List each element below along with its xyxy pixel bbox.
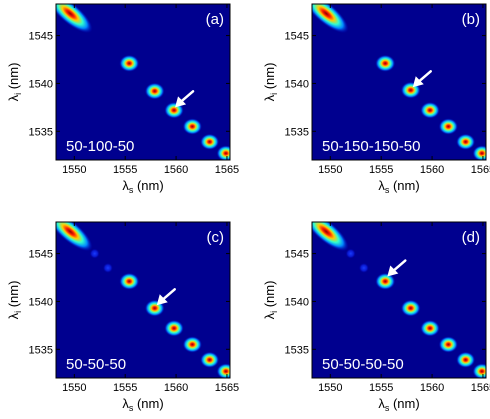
arrow-icon xyxy=(412,70,432,88)
correlation-peak-4 xyxy=(119,272,140,290)
y-tick-label: 1535 xyxy=(285,344,309,356)
x-tick-label: 1550 xyxy=(318,164,342,176)
x-axis-label: λs (nm) xyxy=(378,178,419,195)
correlation-peak-7 xyxy=(438,336,458,353)
chart-panel-4: 1550 1555 1560 1565 1535 1540 1545 λs (nm) λi (n… xyxy=(262,221,490,413)
x-tick-label: 1560 xyxy=(164,164,188,176)
correlation-peak-1 xyxy=(56,4,93,34)
correlation-peak-4 xyxy=(420,101,440,119)
x-tick-label: 1560 xyxy=(164,382,188,394)
x-tick-label: 1565 xyxy=(471,164,490,176)
x-tick-label: 1555 xyxy=(113,382,137,394)
correlation-peak-6 xyxy=(164,319,184,337)
y-tick-label: 1540 xyxy=(285,296,309,308)
x-tick-label: 1550 xyxy=(62,164,86,176)
plot-frame xyxy=(311,221,487,379)
correlation-peak-2 xyxy=(375,54,396,72)
correlation-peak-5 xyxy=(400,299,421,317)
arrow-icon xyxy=(175,90,195,108)
x-tick-label: 1565 xyxy=(215,164,239,176)
correlation-peak-6 xyxy=(456,133,476,150)
y-axis-label: λi (nm) xyxy=(6,281,23,320)
correlation-peak-1 xyxy=(312,4,349,34)
x-tick-label: 1555 xyxy=(113,164,137,176)
y-tick-label: 1535 xyxy=(29,344,53,356)
correlation-peak-1 xyxy=(56,222,93,252)
configuration-label: 50-50-50 xyxy=(66,356,126,373)
correlation-peak-2 xyxy=(345,248,356,259)
y-tick-label: 1545 xyxy=(29,249,53,261)
panel-label: (c) xyxy=(207,229,225,246)
plot-frame xyxy=(55,221,231,379)
plot-frame xyxy=(311,3,487,161)
correlation-peak-3 xyxy=(358,262,369,273)
correlation-peak-8 xyxy=(200,351,220,368)
configuration-label: 50-150-150-50 xyxy=(322,138,420,155)
correlation-peak-6 xyxy=(200,133,220,150)
x-tick-label: 1560 xyxy=(420,164,444,176)
panel-label: (a) xyxy=(206,11,224,28)
correlation-peak-9 xyxy=(216,363,230,378)
y-tick-label: 1535 xyxy=(29,126,53,138)
y-tick-label: 1535 xyxy=(285,126,309,138)
y-tick-label: 1540 xyxy=(29,78,53,90)
x-axis-label: λs (nm) xyxy=(122,396,163,413)
correlation-peak-5 xyxy=(182,118,202,135)
correlation-peak-8 xyxy=(456,351,476,368)
chart-panel-2: 1550 1555 1560 1565 1535 1540 1545 λs (nm) λi (n… xyxy=(262,3,490,195)
y-axis-label: λi (nm) xyxy=(262,63,279,102)
x-tick-label: 1550 xyxy=(318,382,342,394)
x-tick-label: 1565 xyxy=(471,382,490,394)
arrow-icon xyxy=(387,259,407,277)
correlation-peak-7 xyxy=(182,336,202,353)
correlation-peak-1 xyxy=(312,222,349,252)
y-tick-label: 1545 xyxy=(285,31,309,43)
correlation-peak-2 xyxy=(119,54,140,72)
x-tick-label: 1560 xyxy=(420,382,444,394)
chart-panel-3: 1550 1555 1560 1565 1535 1540 1545 λs (nm) λi (n… xyxy=(6,221,239,413)
y-axis-label: λi (nm) xyxy=(262,281,279,320)
y-tick-label: 1545 xyxy=(285,249,309,261)
x-tick-label: 1555 xyxy=(369,164,393,176)
arrow-icon xyxy=(156,288,176,306)
y-tick-label: 1540 xyxy=(29,296,53,308)
panel-label: (d) xyxy=(462,229,480,246)
x-tick-label: 1550 xyxy=(62,382,86,394)
y-axis-label: λi (nm) xyxy=(6,63,23,102)
chart-panel-1: 1550 1555 1560 1565 1535 1540 1545 λs (nm) λi (n… xyxy=(6,3,239,195)
configuration-label: 50-100-50 xyxy=(66,138,134,155)
x-tick-label: 1555 xyxy=(369,382,393,394)
correlation-peak-2 xyxy=(89,248,100,259)
correlation-peak-7 xyxy=(216,145,230,160)
plot-frame xyxy=(55,3,231,161)
correlation-peak-5 xyxy=(438,118,458,135)
correlation-peak-3 xyxy=(102,262,113,273)
x-axis-label: λs (nm) xyxy=(122,178,163,195)
correlation-peak-6 xyxy=(420,319,440,337)
y-tick-label: 1540 xyxy=(285,78,309,90)
panel-label: (b) xyxy=(462,11,480,28)
x-tick-label: 1565 xyxy=(215,382,239,394)
correlation-peak-4 xyxy=(375,272,396,290)
configuration-label: 50-50-50-50 xyxy=(322,356,404,373)
y-tick-label: 1545 xyxy=(29,31,53,43)
x-axis-label: λs (nm) xyxy=(378,396,419,413)
correlation-peak-3 xyxy=(144,82,165,100)
